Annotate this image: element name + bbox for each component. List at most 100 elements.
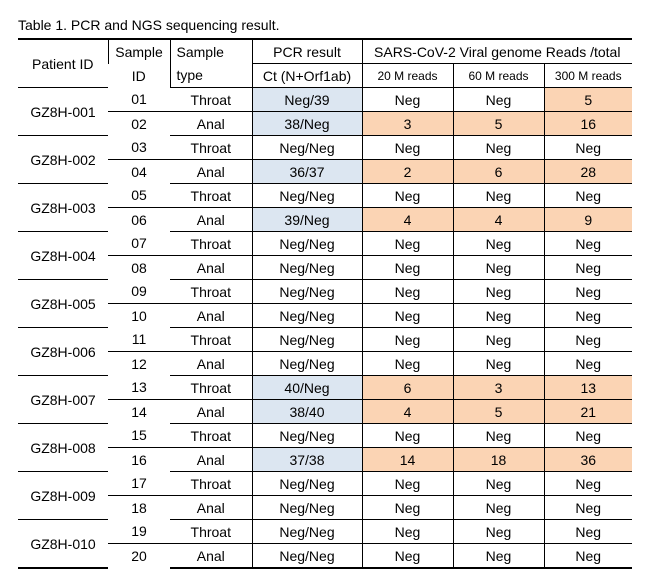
sample-type: Throat: [170, 471, 252, 496]
patient-id: GZ8H-010: [18, 519, 108, 569]
data-row: GZ8H-006 11 Throat Neg/Neg Neg Neg Neg: [18, 327, 632, 376]
sample-type: Anal: [170, 159, 252, 184]
pcr-result: 39/Neg: [251, 207, 362, 232]
sample-type: Throat: [170, 327, 252, 352]
reads-20m: Neg: [361, 279, 453, 304]
reads-20m: Neg: [361, 351, 453, 376]
pcr-result: Neg/Neg: [251, 135, 362, 160]
reads-60m: Neg: [452, 495, 544, 520]
patient-id: GZ8H-007: [18, 375, 108, 424]
patient-id: GZ8H-002: [18, 135, 108, 184]
reads-20m: Neg: [361, 231, 453, 256]
reads-300m: Neg: [543, 543, 632, 569]
data-row: GZ8H-003 05 Throat Neg/Neg Neg Neg Neg: [18, 183, 632, 232]
reads-60m: 5: [452, 399, 544, 424]
sample-id: 17: [131, 475, 147, 492]
header-cell: 20 M reads: [361, 63, 453, 88]
sample-type: Anal: [170, 495, 252, 520]
pcr-result: 38/40: [251, 399, 362, 424]
header-cell: SARS-CoV-2 Viral genome Reads /total: [361, 38, 632, 64]
sample-type: Throat: [170, 183, 252, 208]
header-cell: PCR result: [251, 38, 362, 64]
header-row: ID type Ct (N+Orf1ab) 20 M reads 60 M re…: [18, 63, 632, 88]
reads-20m: Neg: [361, 519, 453, 544]
reads-20m: Neg: [361, 327, 453, 352]
reads-20m: Neg: [361, 471, 453, 496]
pcr-result: Neg/Neg: [251, 471, 362, 496]
reads-300m: 28: [543, 159, 632, 184]
pcr-result: Neg/Neg: [251, 279, 362, 304]
result-table: Patient ID Sample Sample PCR result SARS…: [18, 38, 632, 569]
sample-id: 16: [108, 447, 170, 472]
pcr-result: 37/38: [251, 447, 362, 472]
sample-id: 10: [108, 303, 170, 328]
sample-type: Throat: [170, 375, 252, 400]
sample-type: Throat: [170, 279, 252, 304]
data-row: 12 Anal Neg/Neg Neg Neg Neg: [18, 351, 632, 376]
sample-id: 14: [108, 399, 170, 424]
header-cell: type: [169, 63, 252, 88]
pcr-result: Neg/Neg: [251, 519, 362, 544]
reads-300m: 21: [543, 399, 632, 424]
reads-20m: 14: [361, 447, 453, 472]
sample-type: Anal: [170, 351, 252, 376]
sample-id: 18: [108, 495, 170, 520]
sample-id: 06: [108, 207, 170, 232]
pcr-result: Neg/Neg: [251, 183, 362, 208]
patient-id: GZ8H-004: [18, 231, 108, 280]
reads-60m: Neg: [452, 279, 544, 304]
sample-id: 08: [108, 255, 170, 280]
pcr-result: 36/37: [251, 159, 362, 184]
header-row: Patient ID Sample Sample PCR result SARS…: [18, 38, 632, 88]
pcr-result: Neg/Neg: [251, 255, 362, 280]
header-cell: ID: [131, 67, 146, 84]
data-row: 02 Anal 38/Neg 3 5 16: [18, 111, 632, 136]
reads-300m: 13: [543, 375, 632, 400]
sample-id: 03: [131, 139, 147, 156]
sample-id: 07: [131, 235, 147, 252]
reads-20m: Neg: [361, 303, 453, 328]
reads-300m: Neg: [543, 471, 632, 496]
reads-20m: 4: [361, 207, 453, 232]
caption: Table 1. PCR and NGS sequencing result.: [18, 17, 280, 33]
header-cell: 300 M reads: [543, 63, 632, 88]
sample-type: Throat: [170, 87, 252, 112]
sample-id: 19: [131, 523, 147, 540]
reads-20m: Neg: [361, 495, 453, 520]
sample-id: 12: [108, 351, 170, 376]
reads-20m: 3: [361, 111, 453, 136]
sample-id: 09: [131, 283, 147, 300]
reads-60m: Neg: [452, 543, 544, 569]
reads-20m: Neg: [361, 87, 453, 112]
reads-60m: Neg: [452, 183, 544, 208]
patient-id: GZ8H-003: [18, 183, 108, 232]
sample-id: 04: [108, 159, 170, 184]
reads-60m: Neg: [452, 255, 544, 280]
reads-20m: 6: [361, 375, 453, 400]
data-row: GZ8H-010 19 Throat Neg/Neg Neg Neg Neg: [18, 519, 632, 569]
reads-60m: Neg: [452, 519, 544, 544]
data-row: GZ8H-004 07 Throat Neg/Neg Neg Neg Neg: [18, 231, 632, 280]
patient-id: GZ8H-009: [18, 471, 108, 520]
header-cell: 60 M reads: [452, 63, 544, 88]
reads-300m: Neg: [543, 135, 632, 160]
reads-20m: Neg: [361, 135, 453, 160]
header-cell: Patient ID: [18, 38, 108, 88]
reads-20m: 4: [361, 399, 453, 424]
reads-60m: Neg: [452, 423, 544, 448]
patient-id: GZ8H-005: [18, 279, 108, 328]
reads-60m: 18: [452, 447, 544, 472]
sample-type: Throat: [170, 135, 252, 160]
data-row: 18 Anal Neg/Neg Neg Neg Neg: [18, 495, 632, 520]
reads-300m: Neg: [543, 255, 632, 280]
data-row: 08 Anal Neg/Neg Neg Neg Neg: [18, 255, 632, 280]
data-row: 10 Anal Neg/Neg Neg Neg Neg: [18, 303, 632, 328]
reads-60m: Neg: [452, 231, 544, 256]
sample-type: Anal: [170, 303, 252, 328]
reads-300m: Neg: [543, 327, 632, 352]
reads-300m: Neg: [543, 279, 632, 304]
data-row: 14 Anal 38/40 4 5 21: [18, 399, 632, 424]
data-row: GZ8H-002 03 Throat Neg/Neg Neg Neg Neg: [18, 135, 632, 184]
reads-20m: Neg: [361, 543, 453, 569]
pcr-result: Neg/Neg: [251, 543, 362, 569]
